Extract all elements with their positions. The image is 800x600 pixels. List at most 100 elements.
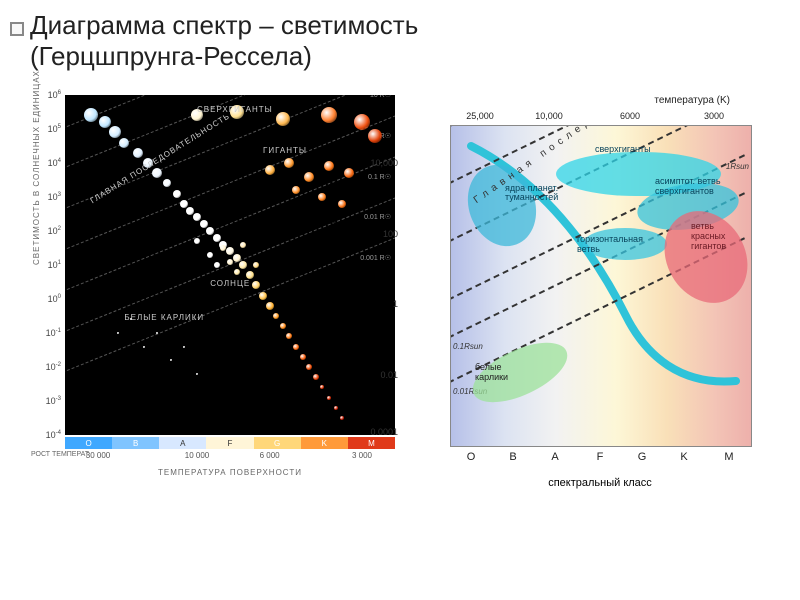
supergiants-label: СВЕРХГИГАНТЫ	[197, 105, 273, 114]
white-dwarfs-label: БЕЛЫЕ КАРЛИКИ	[124, 313, 204, 322]
main-sequence-star	[280, 323, 286, 329]
temp-tick: 6000	[620, 111, 640, 121]
spectral-segment: K	[301, 437, 348, 449]
temp-tick: 25,000	[466, 111, 494, 121]
iso-radius-label: 0.1Rsun	[453, 342, 483, 351]
white-dwarf-star	[170, 359, 172, 361]
main-sequence-star	[109, 126, 121, 138]
main-sequence-star	[340, 416, 344, 420]
main-sequence-star	[206, 227, 214, 235]
main-sequence-star	[286, 333, 292, 339]
main-sequence-star	[306, 364, 312, 370]
main-sequence-star	[253, 262, 259, 268]
left-ytick: 105	[48, 124, 61, 134]
main-sequence-star	[214, 262, 220, 268]
right-y-label: светимость (L⊙)	[329, 176, 340, 252]
lum-tick: 1	[393, 299, 398, 309]
temp-tick: 10,000	[535, 111, 563, 121]
main-sequence-star	[334, 406, 338, 410]
spectral-segment: G	[254, 437, 301, 449]
main-sequence-star	[300, 354, 306, 360]
left-xtick: 6 000	[260, 451, 280, 460]
main-sequence-star	[273, 313, 279, 319]
left-ytick: 104	[48, 158, 61, 168]
spectral-letter: O	[467, 451, 476, 463]
region-label-rgb: ветвькрасныхгигантов	[691, 222, 726, 252]
main-sequence-star	[259, 292, 267, 300]
spectral-segment: F	[206, 437, 253, 449]
right-plot-area: 1000Rsun100Rsun10Rsun1Rsun0.1Rsun0.01Rsu…	[450, 125, 752, 447]
main-sequence-star	[99, 116, 111, 128]
main-sequence-star	[227, 259, 233, 265]
title-line1: Диаграмма спектр – светимость	[30, 10, 418, 40]
left-xtick: 10 000	[185, 451, 209, 460]
main-sequence-star	[234, 269, 240, 275]
spectral-segment: A	[159, 437, 206, 449]
main-sequence-star	[133, 148, 143, 158]
main-sequence-star	[266, 302, 274, 310]
rost-label: РОСТ ТЕМПЕРАТ	[31, 451, 89, 458]
region-label-wd: белыекарлики	[475, 363, 508, 383]
spectral-letter: B	[509, 451, 516, 463]
main-sequence-star	[207, 252, 213, 258]
region-label-pn-cores: ядра планет.туманностей	[505, 184, 558, 204]
main-sequence-star	[152, 168, 162, 178]
left-x-axis: OBAFGKM 30 00010 0006 0003 000 РОСТ ТЕМП…	[65, 435, 395, 475]
left-ytick: 103	[48, 192, 61, 202]
white-dwarf-star	[196, 373, 198, 375]
left-xtick: 30 000	[86, 451, 110, 460]
lum-tick: 100	[383, 229, 398, 239]
main-sequence-star	[293, 344, 299, 350]
giant-star	[292, 186, 300, 194]
main-sequence-star	[194, 238, 200, 244]
right-y-axis: светимость (L⊙) 10,00010010.010.0001	[370, 125, 450, 445]
main-sequence-star	[173, 190, 181, 198]
panels: СВЕТИМОСТЬ В СОЛНЕЧНЫХ ЕДИНИЦАХ 10610510…	[30, 95, 780, 540]
slide: Диаграмма спектр – светимость (Герцшпрун…	[0, 0, 800, 600]
spectral-letter: G	[638, 451, 647, 463]
left-ytick: 10-1	[46, 328, 61, 338]
right-bottom-axis: OBAFGKM спектральный класс	[450, 445, 750, 495]
main-sequence-star	[193, 213, 201, 221]
lum-tick: 0.0001	[370, 427, 398, 437]
region-label-supergiants: сверхгиганты	[595, 145, 651, 155]
spectral-letter: K	[680, 451, 687, 463]
left-xtick: 3 000	[352, 451, 372, 460]
giant-star	[344, 168, 354, 178]
main-sequence-star	[119, 138, 129, 148]
region-label-hb: горизонтальнаяветвь	[577, 235, 643, 255]
main-sequence-star	[240, 242, 246, 248]
giant-star	[265, 165, 275, 175]
left-ytick: 101	[48, 260, 61, 270]
lum-tick: 10,000	[370, 158, 398, 168]
spectral-segment: O	[65, 437, 112, 449]
giant-star	[318, 193, 326, 201]
white-dwarf-star	[117, 332, 119, 334]
supergiant-star	[321, 107, 337, 123]
main-sequence-star	[313, 374, 319, 380]
title-bullet-icon	[10, 22, 24, 36]
left-ytick: 100	[48, 294, 61, 304]
main-sequence-star	[327, 396, 331, 400]
left-ytick: 10-4	[46, 430, 61, 440]
white-dwarf-star	[183, 346, 185, 348]
right-x-label: спектральный класс	[548, 477, 652, 489]
main-sequence-star	[180, 200, 188, 208]
supergiant-star	[354, 114, 370, 130]
left-y-axis: 10610510410310210110010-110-210-310-4	[30, 95, 65, 435]
right-top-axis: температура (K) 25,00010,00060003000	[450, 95, 750, 123]
iso-radius-label: 1Rsun	[726, 162, 749, 171]
main-sequence-star	[226, 247, 234, 255]
left-x-label: ТЕМПЕРАТУРА ПОВЕРХНОСТИ	[158, 468, 302, 477]
main-sequence-star	[239, 261, 247, 269]
main-sequence-label: ГЛАВНАЯ ПОСЛЕДОВАТЕЛЬНОСТЬ	[89, 111, 232, 205]
iso-radius-label: 10 R☉	[370, 95, 391, 99]
temp-tick: 3000	[704, 111, 724, 121]
left-ytick: 10-3	[46, 396, 61, 406]
supergiant-star	[276, 112, 290, 126]
spectral-letter: A	[551, 451, 558, 463]
lum-tick: 0.01	[380, 370, 398, 380]
main-sequence-star	[320, 385, 324, 389]
spectral-segment: B	[112, 437, 159, 449]
hr-observational-panel: СВЕТИМОСТЬ В СОЛНЕЧНЫХ ЕДИНИЦАХ 10610510…	[30, 95, 410, 475]
